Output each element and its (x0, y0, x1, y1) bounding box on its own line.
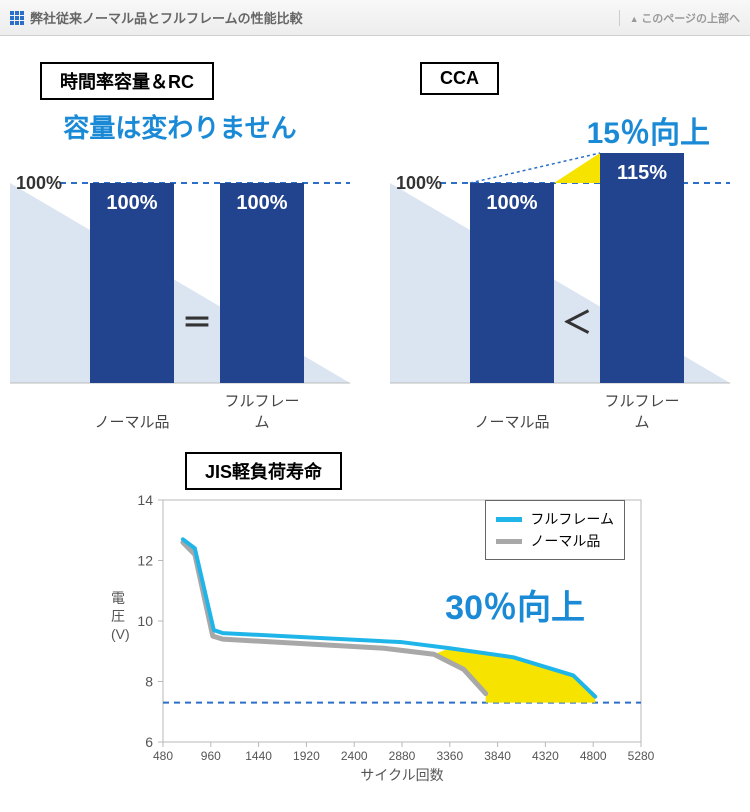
header-title: 弊社従来ノーマル品とフルフレームの性能比較 (30, 8, 303, 27)
svg-text:＜: ＜ (562, 307, 592, 340)
chart1-title: 時間率容量＆RC (40, 62, 214, 100)
legend: フルフレームノーマル品 (485, 500, 625, 560)
chart2-title: CCA (420, 62, 499, 95)
legend-label: ノーマル品 (530, 531, 600, 551)
svg-text:2400: 2400 (341, 749, 368, 763)
to-top-link[interactable]: このページの上部へ (619, 10, 740, 26)
chart-capacity-rc: 時間率容量＆RC 容量は変わりません ノーマル品フルフレーム100%100%10… (10, 62, 350, 432)
chart-jis-life: JIS軽負荷寿命 6 8 10 12 14 480 960 1440 1920 2400 2880 3… (95, 452, 655, 786)
svg-text:4320: 4320 (532, 749, 559, 763)
svg-text:100%: 100% (236, 192, 287, 214)
svg-text:(V): (V) (111, 626, 130, 642)
svg-text:サイクル回数: サイクル回数 (360, 767, 443, 783)
svg-text:4800: 4800 (580, 749, 607, 763)
svg-text:3840: 3840 (484, 749, 511, 763)
svg-text:3360: 3360 (436, 749, 463, 763)
improvement-callout: 30％向上 (445, 580, 585, 629)
chart1-headline: 容量は変わりません (10, 108, 350, 145)
svg-text:＝: ＝ (182, 307, 212, 340)
svg-text:12: 12 (137, 553, 153, 569)
legend-label: フルフレーム (530, 509, 614, 529)
chart2-headline: 15％向上 (390, 108, 730, 152)
chart-cca: CCA 15％向上 ノーマル品フルフレーム100%100%115%＜ (390, 62, 730, 432)
svg-text:8: 8 (145, 674, 153, 690)
svg-text:960: 960 (201, 749, 221, 763)
svg-text:2880: 2880 (389, 749, 416, 763)
svg-text:100%: 100% (486, 192, 537, 214)
svg-text:480: 480 (153, 749, 173, 763)
svg-text:5280: 5280 (628, 749, 655, 763)
svg-text:10: 10 (137, 613, 153, 629)
grid-icon (10, 11, 24, 25)
svg-text:1440: 1440 (245, 749, 272, 763)
svg-text:100%: 100% (106, 192, 157, 214)
page-header: 弊社従来ノーマル品とフルフレームの性能比較 このページの上部へ (0, 0, 750, 36)
svg-text:圧: 圧 (111, 608, 125, 624)
svg-text:電: 電 (111, 590, 125, 606)
linechart-title: JIS軽負荷寿命 (185, 452, 342, 490)
top-charts-row: 時間率容量＆RC 容量は変わりません ノーマル品フルフレーム100%100%10… (0, 36, 750, 442)
svg-text:6: 6 (145, 734, 153, 750)
svg-text:1920: 1920 (293, 749, 320, 763)
svg-text:100%: 100% (396, 173, 442, 193)
svg-text:115%: 115% (617, 162, 667, 184)
svg-text:100%: 100% (16, 173, 62, 193)
svg-text:14: 14 (137, 492, 153, 508)
